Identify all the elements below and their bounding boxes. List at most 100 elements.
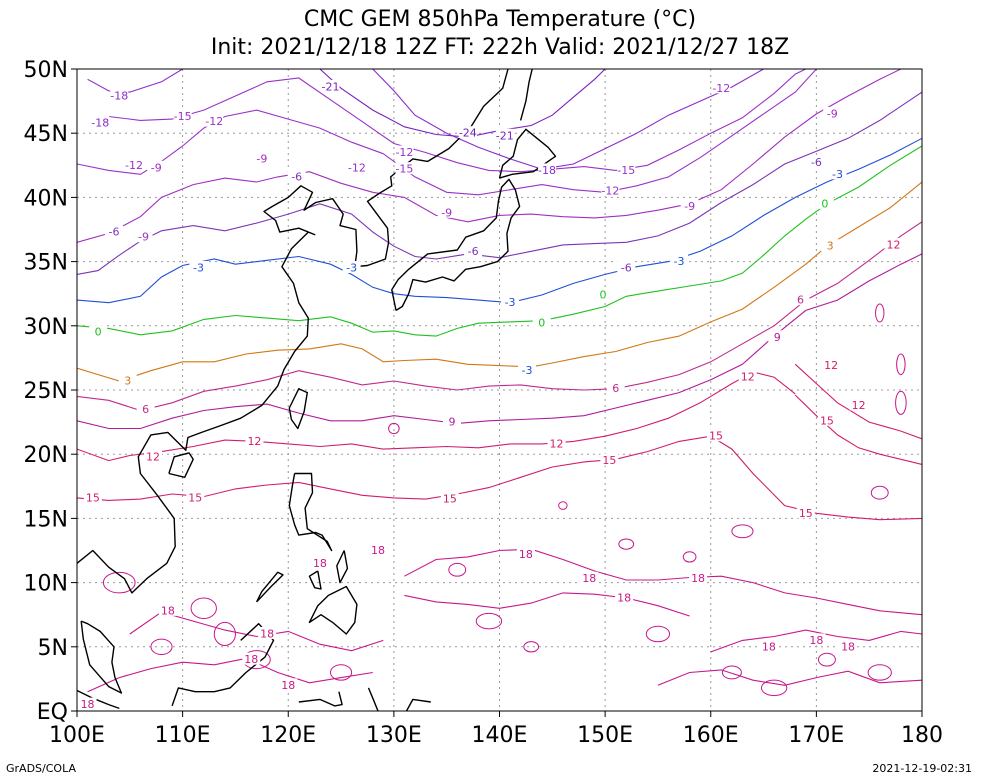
contour-label: 15 [820, 414, 834, 427]
contour-ring [558, 501, 568, 510]
contour-label-bg [287, 169, 306, 182]
contour-label: 12 [852, 399, 866, 412]
contour-label: 18 [281, 679, 295, 692]
contour-label-bg [83, 490, 102, 503]
contour-line [710, 629, 922, 653]
contour-label-bg [118, 374, 137, 387]
contour-label-bg [547, 436, 566, 449]
contour-line [108, 69, 807, 173]
contour-ring [731, 524, 754, 539]
contour-label: 18 [691, 572, 705, 585]
coastline [367, 687, 379, 711]
coastline [77, 689, 120, 710]
contour-label-bg [189, 261, 208, 274]
contour-ring [388, 422, 400, 435]
contour-label: 12 [886, 238, 900, 251]
axis-ticks: 100E 110E 120E 130E 140E 150E 160E 170E 180EQ5N1… [24, 58, 943, 748]
contour-label: 9 [774, 331, 781, 344]
contour-label: 18 [617, 592, 631, 605]
contour-label-bg [258, 626, 277, 639]
contour-label: -12 [395, 146, 413, 159]
contour-label-bg [807, 633, 826, 646]
contour-label-bg [125, 158, 144, 171]
contour-label: -9 [151, 161, 162, 174]
contour-line [77, 253, 922, 430]
contour-ring [330, 664, 353, 681]
contour-ring [817, 652, 836, 667]
lat-tick-label: EQ [37, 700, 68, 725]
footer-credit: GrADS/COLA [6, 762, 76, 775]
contour-label-bg [617, 163, 636, 176]
contour-label: 12 [247, 435, 261, 448]
contour-label-bg [136, 402, 155, 415]
contour-label: -3 [505, 296, 516, 309]
contour-line [87, 657, 373, 693]
contour-line [77, 371, 796, 462]
contour-line [319, 69, 606, 138]
contour-label-bg [395, 145, 414, 158]
contour-label: -12 [205, 115, 223, 128]
contour-label: 6 [612, 382, 619, 395]
contour-ring [102, 571, 136, 594]
contour-label-bg [395, 162, 414, 175]
contour-label-bg [615, 591, 634, 604]
lon-tick-label: 100E [49, 723, 105, 748]
contour-label: 3 [827, 240, 834, 253]
contour-ring [760, 679, 788, 697]
title-line-2: Init: 2021/12/18 12Z FT: 222h Valid: 202… [210, 35, 790, 60]
contour-label: -21 [322, 80, 340, 93]
contour-ring [875, 303, 885, 323]
lon-tick-label: 130E [366, 723, 422, 748]
contour-line [77, 435, 922, 521]
contour-label-bg [768, 330, 787, 343]
contour-label: 15 [86, 491, 100, 504]
contour-ring [867, 664, 892, 681]
contour-line [77, 91, 922, 275]
contour-label-bg [822, 358, 841, 371]
coastline [308, 585, 358, 635]
contour-label-bg [849, 398, 868, 411]
contour-label: -18 [110, 89, 128, 102]
contour-label-bg [104, 225, 123, 238]
contour-label-bg [823, 106, 842, 119]
contour-label-bg [839, 639, 858, 652]
contour-line [77, 221, 922, 412]
contour-label-bg [205, 114, 224, 127]
contour-label-bg [347, 160, 366, 173]
contour-label: 0 [95, 326, 102, 339]
contour-ring [618, 538, 635, 550]
contour-label-bg [158, 603, 177, 616]
contour-label: -15 [174, 110, 192, 123]
coastline [308, 570, 322, 590]
coastline [288, 472, 333, 552]
contour-label: 3 [124, 375, 131, 388]
contour-label-bg [342, 261, 361, 274]
contour-label: -3 [832, 168, 843, 181]
contour-label: 18 [244, 653, 258, 666]
contour-label: -18 [91, 116, 109, 129]
contour-label: -15 [395, 163, 413, 176]
contour-line [404, 592, 690, 617]
contour-label-bg [601, 183, 620, 196]
contour-label: 0 [821, 197, 828, 210]
coastline [298, 691, 343, 707]
contour-label: 15 [602, 454, 616, 467]
lon-tick-label: 110E [155, 723, 211, 748]
contour-label-bg [242, 652, 261, 665]
contour-label-bg [110, 88, 129, 101]
contour-label-bg [147, 160, 166, 173]
contour-label: 18 [809, 634, 823, 647]
contour-label: -9 [441, 206, 452, 219]
contour-label: 18 [313, 557, 327, 570]
contour-ring [870, 485, 889, 500]
contour-label-bg [369, 543, 388, 556]
contour-label: 18 [762, 640, 776, 653]
contour-label: -9 [827, 107, 838, 120]
contour-ring [150, 638, 173, 656]
contour-label: -6 [811, 156, 822, 169]
contour-line [77, 69, 902, 243]
contour-ring [896, 353, 906, 376]
contour-label-bg [828, 167, 847, 180]
contour-label-bg [796, 506, 815, 519]
contour-label-bg [817, 413, 836, 426]
